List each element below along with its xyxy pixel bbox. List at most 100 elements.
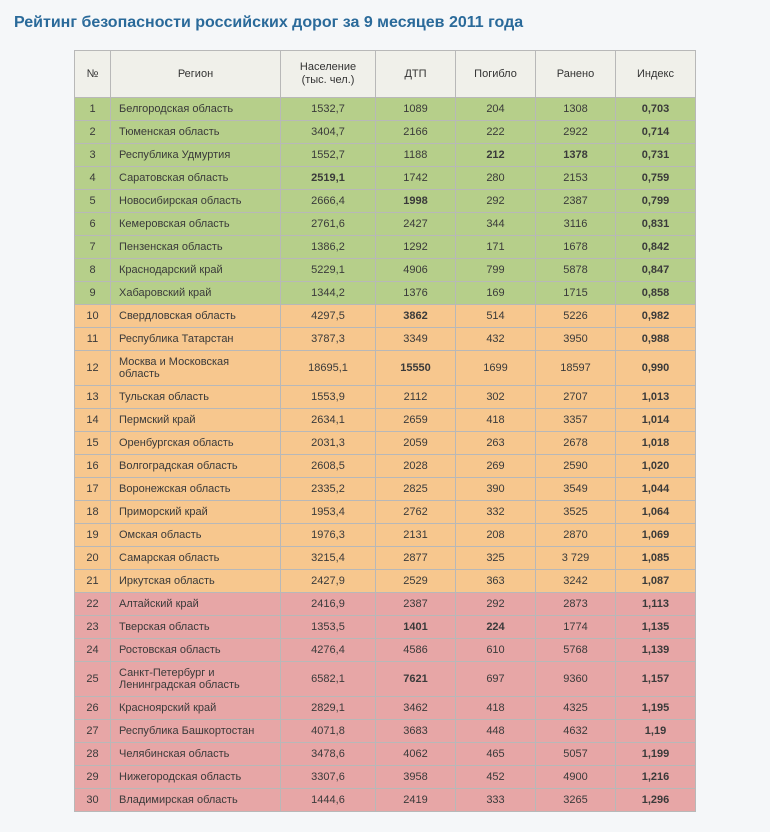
cell-region: Республика Татарстан: [111, 328, 281, 351]
cell-dtp: 3349: [376, 328, 456, 351]
cell-idx: 1,014: [616, 409, 696, 432]
cell-dtp: 2059: [376, 432, 456, 455]
cell-idx: 0,842: [616, 236, 696, 259]
cell-pop: 1976,3: [281, 524, 376, 547]
cell-idx: 1,195: [616, 697, 696, 720]
cell-inj: 2153: [536, 167, 616, 190]
cell-pop: 1386,2: [281, 236, 376, 259]
cell-num: 2: [75, 121, 111, 144]
cell-idx: 1,216: [616, 766, 696, 789]
cell-pop: 5229,1: [281, 259, 376, 282]
cell-inj: 2590: [536, 455, 616, 478]
cell-died: 418: [456, 697, 536, 720]
cell-region: Оренбургская область: [111, 432, 281, 455]
cell-pop: 1532,7: [281, 98, 376, 121]
cell-inj: 1715: [536, 282, 616, 305]
cell-dtp: 1188: [376, 144, 456, 167]
cell-region: Воронежская область: [111, 478, 281, 501]
cell-region: Челябинская область: [111, 743, 281, 766]
cell-num: 24: [75, 639, 111, 662]
cell-inj: 5768: [536, 639, 616, 662]
cell-died: 302: [456, 386, 536, 409]
cell-region: Тюменская область: [111, 121, 281, 144]
cell-inj: 2922: [536, 121, 616, 144]
cell-pop: 4071,8: [281, 720, 376, 743]
cell-region: Белгородская область: [111, 98, 281, 121]
cell-dtp: 2529: [376, 570, 456, 593]
cell-idx: 1,19: [616, 720, 696, 743]
cell-died: 224: [456, 616, 536, 639]
table-row: 3Республика Удмуртия1552,7118821213780,7…: [75, 144, 696, 167]
cell-inj: 1774: [536, 616, 616, 639]
cell-dtp: 1292: [376, 236, 456, 259]
cell-num: 25: [75, 662, 111, 697]
table-row: 29Нижегородская область3307,639584524900…: [75, 766, 696, 789]
table-row: 30Владимирская область1444,6241933332651…: [75, 789, 696, 812]
cell-num: 14: [75, 409, 111, 432]
cell-inj: 1308: [536, 98, 616, 121]
table-body: 1Белгородская область1532,7108920413080,…: [75, 98, 696, 812]
cell-num: 28: [75, 743, 111, 766]
table-row: 1Белгородская область1532,7108920413080,…: [75, 98, 696, 121]
cell-pop: 2416,9: [281, 593, 376, 616]
cell-pop: 2335,2: [281, 478, 376, 501]
cell-pop: 4276,4: [281, 639, 376, 662]
table-row: 4Саратовская область2519,1174228021530,7…: [75, 167, 696, 190]
cell-num: 17: [75, 478, 111, 501]
table-row: 26Красноярский край2829,1346241843251,19…: [75, 697, 696, 720]
table-row: 16Волгоградская область2608,520282692590…: [75, 455, 696, 478]
cell-num: 10: [75, 305, 111, 328]
cell-idx: 1,044: [616, 478, 696, 501]
cell-died: 333: [456, 789, 536, 812]
cell-idx: 1,064: [616, 501, 696, 524]
cell-inj: 2387: [536, 190, 616, 213]
table-row: 14Пермский край2634,1265941833571,014: [75, 409, 696, 432]
cell-region: Омская область: [111, 524, 281, 547]
cell-region: Кемеровская область: [111, 213, 281, 236]
cell-died: 514: [456, 305, 536, 328]
cell-inj: 2678: [536, 432, 616, 455]
cell-idx: 1,296: [616, 789, 696, 812]
cell-inj: 2873: [536, 593, 616, 616]
cell-died: 171: [456, 236, 536, 259]
cell-idx: 1,013: [616, 386, 696, 409]
cell-died: 432: [456, 328, 536, 351]
cell-pop: 3787,3: [281, 328, 376, 351]
cell-idx: 1,199: [616, 743, 696, 766]
cell-pop: 3404,7: [281, 121, 376, 144]
cell-dtp: 2825: [376, 478, 456, 501]
cell-died: 332: [456, 501, 536, 524]
col-dtp: ДТП: [376, 51, 456, 98]
table-row: 22Алтайский край2416,9238729228731,113: [75, 593, 696, 616]
cell-idx: 1,085: [616, 547, 696, 570]
cell-num: 8: [75, 259, 111, 282]
cell-num: 9: [75, 282, 111, 305]
cell-inj: 3549: [536, 478, 616, 501]
cell-region: Пермский край: [111, 409, 281, 432]
cell-dtp: 2427: [376, 213, 456, 236]
cell-died: 292: [456, 190, 536, 213]
table-row: 23Тверская область1353,5140122417741,135: [75, 616, 696, 639]
cell-died: 325: [456, 547, 536, 570]
cell-dtp: 2028: [376, 455, 456, 478]
cell-dtp: 2387: [376, 593, 456, 616]
cell-dtp: 3958: [376, 766, 456, 789]
cell-died: 212: [456, 144, 536, 167]
cell-dtp: 3462: [376, 697, 456, 720]
table-row: 5Новосибирская область2666,4199829223870…: [75, 190, 696, 213]
table-row: 8Краснодарский край5229,1490679958780,84…: [75, 259, 696, 282]
cell-idx: 0,714: [616, 121, 696, 144]
cell-died: 448: [456, 720, 536, 743]
cell-pop: 2519,1: [281, 167, 376, 190]
cell-num: 19: [75, 524, 111, 547]
cell-idx: 1,069: [616, 524, 696, 547]
table-row: 27Республика Башкортостан4071,8368344846…: [75, 720, 696, 743]
cell-region: Иркутская область: [111, 570, 281, 593]
cell-dtp: 2877: [376, 547, 456, 570]
table-row: 6Кемеровская область2761,6242734431160,8…: [75, 213, 696, 236]
cell-died: 292: [456, 593, 536, 616]
cell-region: Санкт-Петербург и Ленинградская область: [111, 662, 281, 697]
cell-idx: 0,847: [616, 259, 696, 282]
cell-idx: 0,990: [616, 351, 696, 386]
cell-died: 344: [456, 213, 536, 236]
